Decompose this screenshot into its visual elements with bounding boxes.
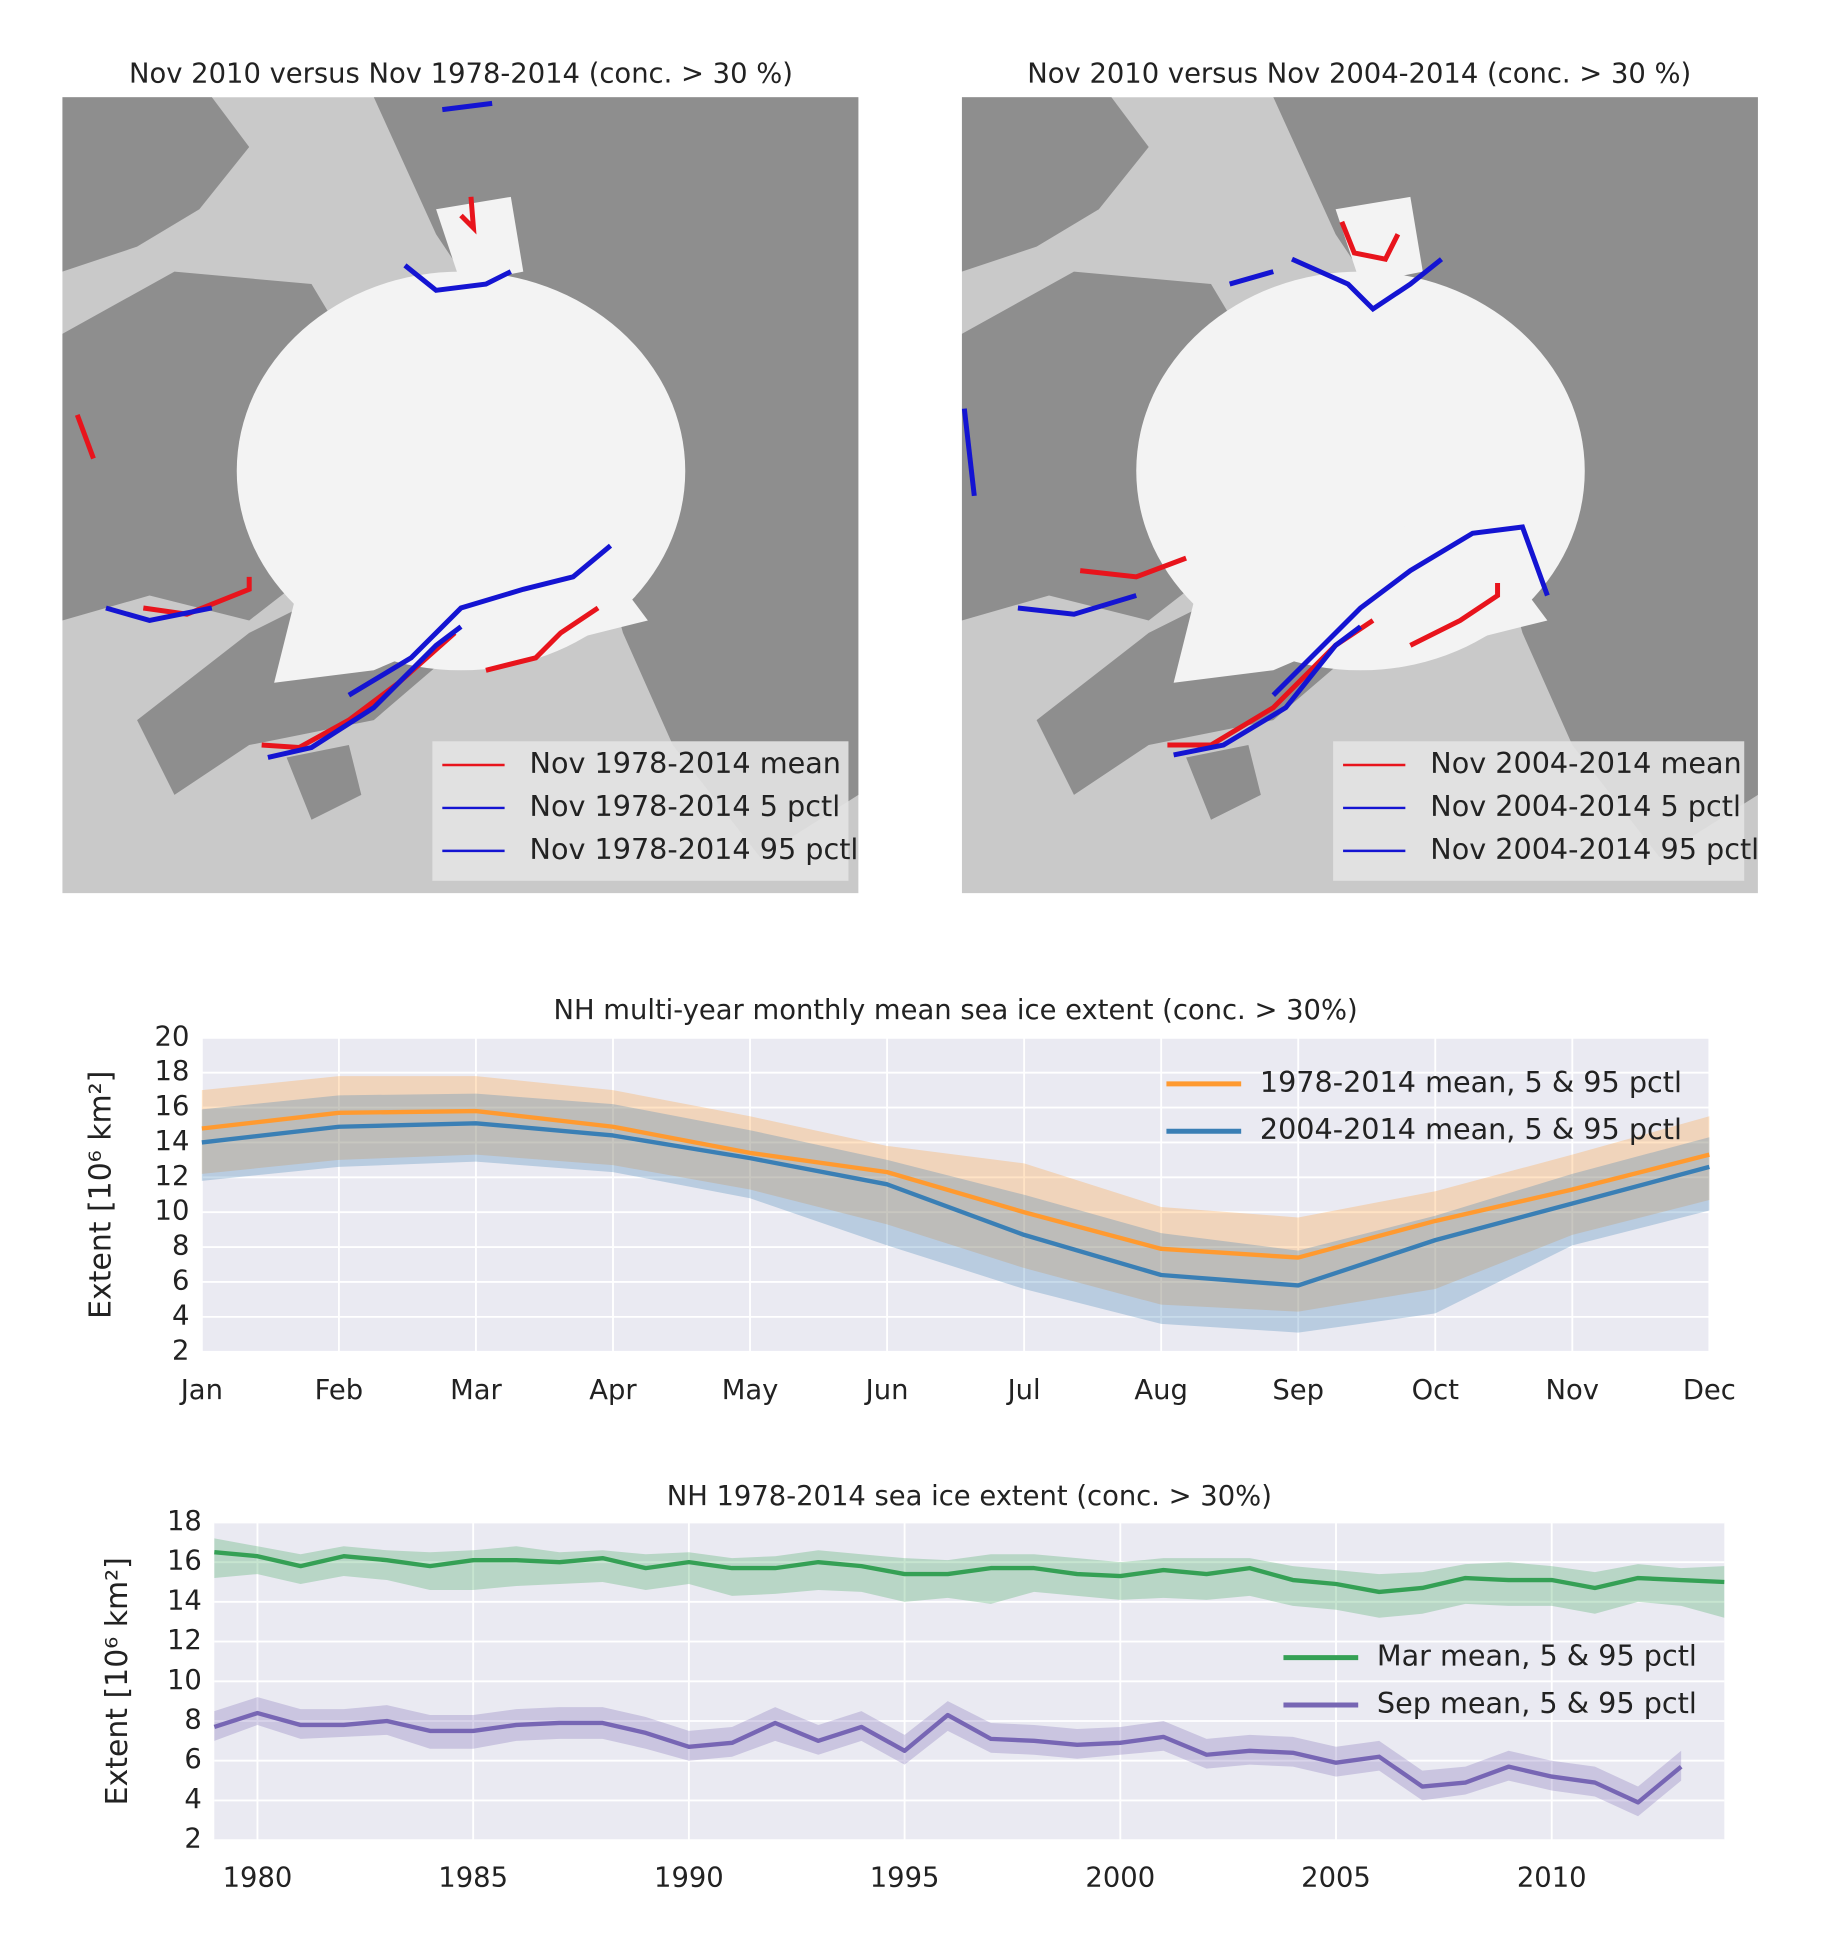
y-tick-label: 4 bbox=[184, 1784, 201, 1815]
legend-label: Nov 2004-2014 95 pctl bbox=[1430, 832, 1759, 866]
chart-title: NH 1978-2014 sea ice extent (conc. > 30%… bbox=[667, 1481, 1272, 1512]
x-tick-label: 1990 bbox=[654, 1862, 724, 1893]
x-tick-label: 1995 bbox=[870, 1862, 940, 1893]
x-tick-label: 2005 bbox=[1301, 1862, 1371, 1893]
legend-label: Nov 2004-2014 mean bbox=[1430, 746, 1741, 780]
series-line bbox=[213, 1710, 1683, 1805]
y-axis-label: Extent [10⁶ km²] bbox=[100, 1557, 135, 1805]
legend-label: Nov 2004-2014 5 pctl bbox=[1430, 789, 1741, 823]
legend-label: Sep mean, 5 & 95 pctl bbox=[1377, 1686, 1697, 1720]
y-tick-label: 16 bbox=[167, 1546, 202, 1577]
y-tick-label: 14 bbox=[155, 1126, 190, 1157]
y-tick-label: 10 bbox=[167, 1665, 202, 1696]
chart-title: Nov 2010 versus Nov 1978-2014 (conc. > 3… bbox=[129, 58, 793, 89]
legend-label: 1978-2014 mean, 5 & 95 pctl bbox=[1260, 1065, 1682, 1099]
x-tick-label: Jun bbox=[864, 1375, 909, 1406]
y-tick-label: 8 bbox=[184, 1704, 201, 1735]
y-tick-label: 18 bbox=[167, 1506, 202, 1537]
legend-label: Nov 1978-2014 5 pctl bbox=[530, 789, 841, 823]
x-tick-label: Jan bbox=[179, 1375, 223, 1406]
y-tick-label: 10 bbox=[155, 1196, 190, 1227]
x-tick-label: 1985 bbox=[438, 1862, 508, 1893]
band bbox=[214, 1697, 1682, 1817]
x-tick-label: 2000 bbox=[1085, 1862, 1155, 1893]
x-tick-label: Nov bbox=[1546, 1375, 1599, 1406]
y-tick-label: 2 bbox=[172, 1335, 189, 1366]
chart-title: Nov 2010 versus Nov 2004-2014 (conc. > 3… bbox=[1027, 58, 1691, 89]
x-tick-label: May bbox=[722, 1375, 779, 1406]
series-line bbox=[214, 1550, 1725, 1595]
x-tick-label: Mar bbox=[450, 1375, 502, 1406]
plot-background bbox=[201, 1037, 1710, 1352]
x-tick-label: Jul bbox=[1006, 1375, 1041, 1406]
x-tick-label: Oct bbox=[1412, 1375, 1460, 1406]
legend-label: Nov 1978-2014 mean bbox=[530, 746, 841, 780]
x-tick-label: 1980 bbox=[223, 1862, 293, 1893]
legend-label: 2004-2014 mean, 5 & 95 pctl bbox=[1260, 1112, 1682, 1146]
legend-label: Mar mean, 5 & 95 pctl bbox=[1377, 1639, 1697, 1673]
series-line bbox=[201, 1108, 1710, 1260]
y-tick-label: 2 bbox=[184, 1824, 201, 1855]
series-line bbox=[201, 1121, 1710, 1288]
x-tick-label: Sep bbox=[1272, 1375, 1324, 1406]
x-tick-label: 2010 bbox=[1517, 1862, 1587, 1893]
y-tick-label: 14 bbox=[167, 1585, 202, 1616]
y-tick-label: 16 bbox=[155, 1091, 190, 1122]
y-tick-label: 20 bbox=[155, 1021, 190, 1052]
y-tick-label: 12 bbox=[155, 1161, 190, 1192]
map-panel bbox=[62, 97, 859, 894]
map-panel bbox=[961, 97, 1758, 894]
x-tick-label: Apr bbox=[589, 1375, 637, 1406]
x-tick-label: Aug bbox=[1134, 1375, 1187, 1406]
x-tick-label: Dec bbox=[1683, 1375, 1736, 1406]
y-tick-label: 6 bbox=[172, 1265, 189, 1296]
y-tick-label: 12 bbox=[167, 1625, 202, 1656]
legend-label: Nov 1978-2014 95 pctl bbox=[530, 832, 859, 866]
y-tick-label: 4 bbox=[172, 1300, 189, 1331]
y-tick-label: 8 bbox=[172, 1231, 189, 1262]
y-axis-label: Extent [10⁶ km²] bbox=[84, 1071, 119, 1319]
y-tick-label: 18 bbox=[155, 1056, 190, 1087]
x-tick-label: Feb bbox=[315, 1375, 363, 1406]
y-tick-label: 6 bbox=[184, 1744, 201, 1775]
chart-title: NH multi-year monthly mean sea ice exten… bbox=[554, 995, 1358, 1026]
